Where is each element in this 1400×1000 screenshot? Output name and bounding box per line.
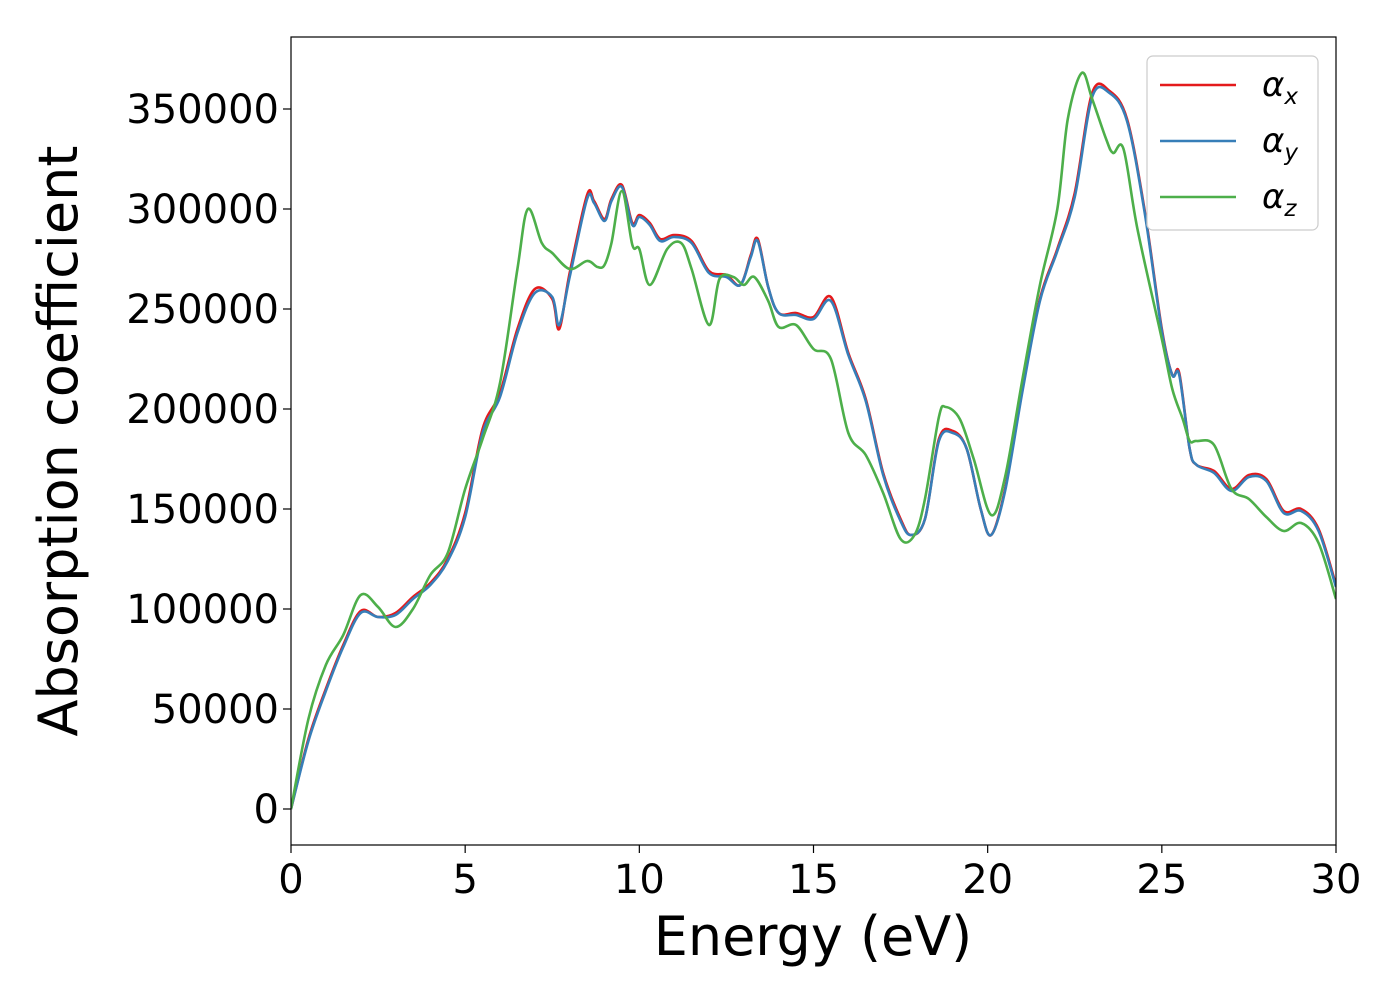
y-axis-title: Absorption coefficient xyxy=(27,146,90,737)
legend-label-z: αz xyxy=(1262,177,1297,222)
legend-box xyxy=(1146,55,1319,231)
series-line-z xyxy=(291,71,1336,810)
x-tick-label: 0 xyxy=(278,857,303,903)
legend-label-x: αx xyxy=(1262,65,1298,110)
y-ticks: 0 50000 100000 150000 200000 250000 300000 3500… xyxy=(126,87,291,833)
x-tick-label: 20 xyxy=(962,857,1013,903)
series-layer xyxy=(291,71,1336,810)
legend-label-y: αy xyxy=(1262,121,1298,166)
y-tick-label: 150000 xyxy=(126,487,279,533)
x-tick-label: 15 xyxy=(788,857,839,903)
y-tick-label: 50000 xyxy=(152,687,279,733)
y-tick-label: 200000 xyxy=(126,387,279,433)
x-tick-label: 30 xyxy=(1311,857,1362,903)
y-tick-label: 350000 xyxy=(126,87,279,133)
series-line-y xyxy=(291,85,1336,810)
y-tick-label: 250000 xyxy=(126,287,279,333)
y-tick-label: 300000 xyxy=(126,187,279,233)
x-tick-label: 25 xyxy=(1136,857,1187,903)
x-tick-label: 5 xyxy=(452,857,477,903)
x-axis-title: Energy (eV) xyxy=(654,905,973,968)
y-tick-label: 100000 xyxy=(126,587,279,633)
legend: αx αy αz xyxy=(1146,55,1319,231)
x-tick-label: 10 xyxy=(614,857,665,903)
x-ticks: 0 5 10 15 20 25 30 xyxy=(278,845,1361,903)
y-tick-label: 0 xyxy=(254,787,279,833)
